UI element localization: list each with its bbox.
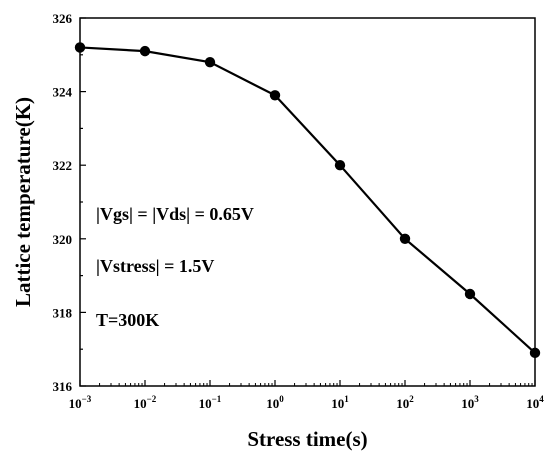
x-tick-label: 100 <box>266 394 284 411</box>
y-tick-labels: 316 318 320 322 324 326 <box>53 11 73 394</box>
x-tick-label: 10−2 <box>134 394 157 411</box>
x-tick-label: 102 <box>396 394 414 411</box>
data-point <box>204 56 216 68</box>
x-tick-labels: 10−3 10−2 10−1 100 101 102 103 104 <box>69 394 545 411</box>
x-tick-label: 103 <box>461 394 479 411</box>
data-point <box>74 42 86 53</box>
x-tick-label: 101 <box>331 394 349 411</box>
data-point <box>529 347 541 359</box>
x-tick-label: 104 <box>526 394 544 411</box>
data-point <box>139 45 151 57</box>
x-tick-label: 10−3 <box>69 394 92 411</box>
data-point <box>464 288 476 300</box>
y-tick-label: 318 <box>53 305 73 320</box>
data-point <box>269 90 281 101</box>
y-tick-label: 316 <box>53 379 73 394</box>
plot-frame <box>79 17 536 387</box>
annotation-bias: |Vgs| = |Vds| = 0.65V <box>96 204 254 224</box>
x-axis-title: Stress time(s) <box>247 427 367 451</box>
y-tick-label: 324 <box>53 85 73 100</box>
annotation-temperature: T=300K <box>96 310 159 330</box>
axis-ticks <box>79 17 536 387</box>
data-point <box>334 160 346 171</box>
x-tick-label: 10−1 <box>199 394 222 411</box>
y-axis-title: Lattice temperature(K) <box>11 97 35 307</box>
series-line <box>79 46 536 354</box>
y-tick-label: 322 <box>53 158 73 173</box>
series-markers <box>74 42 541 359</box>
y-tick-label: 320 <box>53 232 73 247</box>
y-tick-label: 326 <box>53 11 73 26</box>
data-point <box>399 233 411 244</box>
annotation-stress: |Vstress| = 1.5V <box>96 256 214 276</box>
